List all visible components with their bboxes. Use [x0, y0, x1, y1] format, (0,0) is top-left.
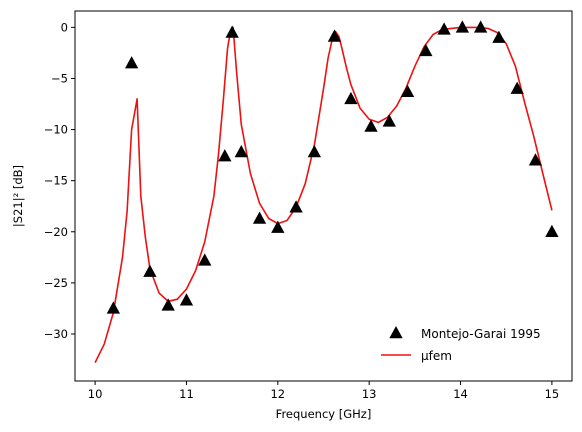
x-tick-label: 11 — [179, 387, 194, 401]
data-point-reference — [252, 211, 267, 224]
data-point-reference — [271, 220, 285, 233]
data-point-reference — [528, 153, 543, 166]
y-tick-label: 0 — [61, 20, 68, 34]
x-tick-label: 14 — [453, 387, 468, 401]
y-tick-label: −30 — [44, 327, 68, 341]
data-point-reference — [179, 293, 194, 306]
ticks: 10 11 12 13 14 15 0 −5 −10 −15 −20 −25 −30 — [44, 20, 560, 401]
x-tick-label: 12 — [270, 387, 285, 401]
legend-label-simulation: μfem — [421, 349, 452, 363]
data-point-reference — [198, 253, 212, 266]
data-point-reference — [455, 20, 470, 33]
x-tick-label: 13 — [362, 387, 377, 401]
data-point-reference — [234, 145, 248, 158]
data-point-reference — [382, 114, 396, 127]
data-point-reference — [510, 81, 524, 94]
legend-marker-reference — [389, 326, 403, 339]
data-point-reference — [364, 119, 378, 132]
data-point-reference — [492, 30, 506, 43]
data-point-reference — [218, 149, 232, 162]
data-point-reference — [419, 43, 433, 57]
axes-frame — [74, 10, 573, 382]
y-tick-label: −10 — [44, 123, 68, 137]
data-point-reference — [143, 264, 157, 277]
data-point-reference — [344, 91, 358, 105]
data-point-reference — [106, 301, 121, 314]
data-point-reference — [307, 145, 322, 158]
legend-label-reference: Montejo-Garai 1995 — [421, 327, 541, 341]
data-point-reference — [161, 298, 175, 311]
y-tick-label: −25 — [44, 276, 68, 290]
x-axis-label: Frequency [GHz] — [276, 407, 372, 421]
y-tick-label: −5 — [51, 71, 68, 85]
y-tick-label: −15 — [44, 174, 68, 188]
x-tick-label: 15 — [545, 387, 560, 401]
y-axis-label: |S21|² [dB] — [11, 165, 25, 227]
legend: Montejo-Garai 1995 μfem — [381, 326, 541, 363]
x-tick-label: 10 — [88, 387, 103, 401]
data-point-reference — [327, 29, 342, 42]
y-tick-label: −20 — [44, 225, 68, 239]
data-point-reference — [437, 22, 451, 35]
data-point-reference — [545, 224, 559, 238]
data-point-reference — [289, 200, 303, 213]
plot-area — [94, 20, 559, 363]
data-point-reference — [225, 25, 239, 38]
data-point-reference — [400, 84, 415, 97]
data-point-reference — [473, 20, 488, 33]
data-point-reference — [124, 56, 139, 69]
